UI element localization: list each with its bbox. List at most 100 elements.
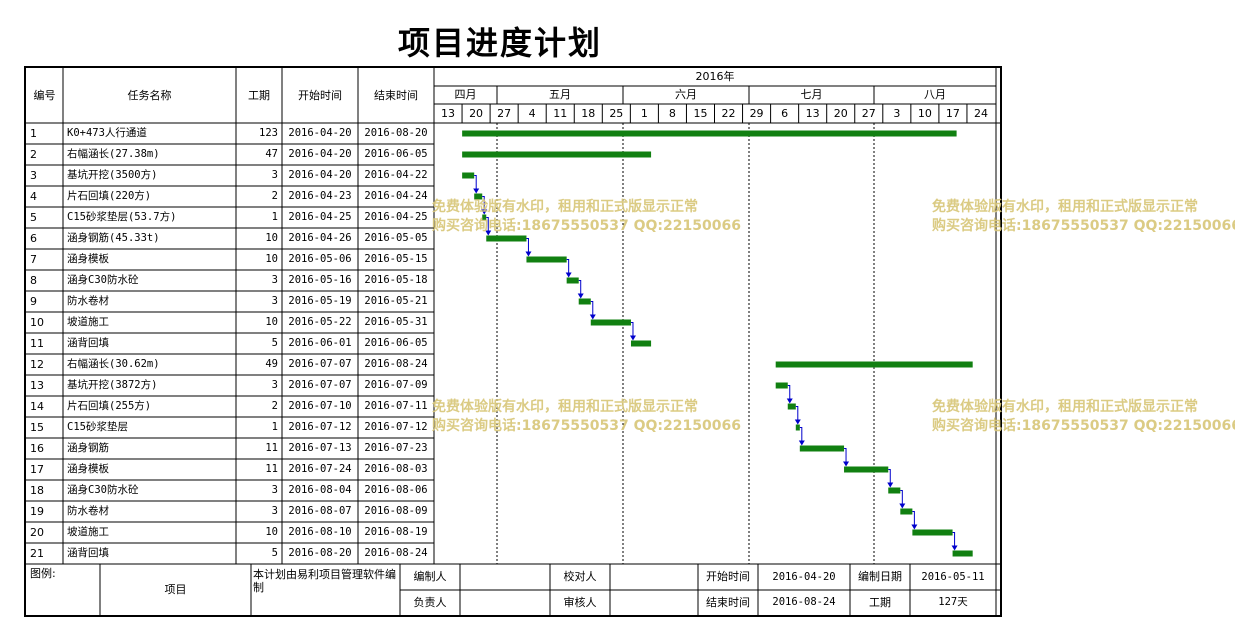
task-name: K0+473人行通道 xyxy=(67,127,147,139)
task-start: 2016-08-07 xyxy=(288,505,352,517)
gantt-bar xyxy=(482,214,487,221)
task-name: 右幅涵长(27.38m) xyxy=(67,148,160,160)
project-label: 项目 xyxy=(164,583,187,596)
year-label: 2016年 xyxy=(695,70,735,83)
footer-start-value: 2016-04-20 xyxy=(772,571,836,583)
gantt-bar xyxy=(526,256,567,263)
dependency-arrow xyxy=(577,293,584,299)
week-label: 17 xyxy=(945,107,960,120)
week-label: 27 xyxy=(497,107,512,120)
task-end: 2016-08-24 xyxy=(364,547,428,559)
task-end: 2016-08-19 xyxy=(364,526,428,538)
week-label: 8 xyxy=(668,107,676,120)
task-start: 2016-07-24 xyxy=(288,463,352,475)
task-start: 2016-04-26 xyxy=(288,232,352,244)
dependency-arrow xyxy=(565,272,572,278)
task-days: 11 xyxy=(265,463,278,475)
task-name: 涵身C30防水砼 xyxy=(67,484,139,496)
task-end: 2016-08-09 xyxy=(364,505,428,517)
task-end: 2016-05-21 xyxy=(364,295,428,307)
task-name: 坡道施工 xyxy=(67,526,109,538)
page-title: 项目进度计划 xyxy=(397,24,602,62)
task-start: 2016-05-22 xyxy=(288,316,352,328)
gantt-bar xyxy=(486,235,527,242)
task-days: 3 xyxy=(271,379,278,391)
week-label: 3 xyxy=(893,107,901,120)
header-col-end: 结束时间 xyxy=(374,89,418,102)
dependency-link xyxy=(787,385,791,403)
task-days: 10 xyxy=(265,232,278,244)
footer-end-label: 结束时间 xyxy=(706,596,750,609)
task-name: 涵身模板 xyxy=(67,463,109,475)
task-name: 涵背回填 xyxy=(67,547,109,559)
week-label: 15 xyxy=(693,107,708,120)
task-name: 涵背回填 xyxy=(67,337,109,349)
task-days: 2 xyxy=(271,400,278,412)
month-label: 八月 xyxy=(924,88,946,101)
gantt-bar xyxy=(844,466,889,473)
task-start: 2016-08-10 xyxy=(288,526,352,538)
dependency-arrow xyxy=(911,524,918,530)
task-start: 2016-07-07 xyxy=(288,379,352,391)
dependency-arrow xyxy=(525,251,532,257)
prepared-by-label: 编制人 xyxy=(413,570,447,583)
dependency-link xyxy=(900,490,903,508)
dependency-link xyxy=(630,322,634,340)
task-end: 2016-05-05 xyxy=(364,232,428,244)
task-start: 2016-04-25 xyxy=(288,211,352,223)
task-end: 2016-08-03 xyxy=(364,463,428,475)
task-end: 2016-04-25 xyxy=(364,211,428,223)
dependency-link xyxy=(844,448,847,466)
task-no: 20 xyxy=(30,526,44,539)
week-label: 24 xyxy=(973,107,988,120)
task-end: 2016-06-05 xyxy=(364,337,428,349)
task-name: 涵身模板 xyxy=(67,253,109,265)
task-name: C15砂浆垫层 xyxy=(67,421,128,433)
task-no: 9 xyxy=(30,295,37,308)
week-label: 1 xyxy=(640,107,648,120)
task-start: 2016-06-01 xyxy=(288,337,352,349)
dependency-arrow xyxy=(899,503,906,509)
duration-value: 127天 xyxy=(938,596,968,608)
week-label: 6 xyxy=(781,107,789,120)
task-days: 3 xyxy=(271,295,278,307)
gantt-grid xyxy=(26,68,1000,615)
task-no: 17 xyxy=(30,463,44,476)
task-start: 2016-05-06 xyxy=(288,253,352,265)
gantt-bar xyxy=(462,130,957,137)
task-days: 10 xyxy=(265,316,278,328)
task-name: C15砂浆垫层(53.7方) xyxy=(67,211,177,223)
prepared-by-value xyxy=(460,564,550,590)
gantt-bar xyxy=(578,298,591,305)
gantt-bar xyxy=(775,361,973,368)
gantt-bar xyxy=(590,319,631,326)
task-end: 2016-08-20 xyxy=(364,127,428,139)
task-days: 10 xyxy=(265,253,278,265)
task-end: 2016-04-22 xyxy=(364,169,428,181)
task-name: 涵身钢筋 xyxy=(67,442,109,454)
task-start: 2016-04-23 xyxy=(288,190,352,202)
task-start: 2016-07-10 xyxy=(288,400,352,412)
task-days: 1 xyxy=(271,211,278,223)
dependency-link xyxy=(912,511,915,529)
task-end: 2016-06-05 xyxy=(364,148,428,160)
reviewed-by-value xyxy=(610,590,698,615)
task-days: 49 xyxy=(265,358,278,370)
task-end: 2016-07-12 xyxy=(364,421,428,433)
task-no: 5 xyxy=(30,211,37,224)
footer-end-value: 2016-08-24 xyxy=(772,596,836,608)
task-days: 10 xyxy=(265,526,278,538)
dependency-link xyxy=(888,469,891,487)
week-label: 13 xyxy=(805,107,820,120)
task-end: 2016-08-06 xyxy=(364,484,428,496)
duration-label: 工期 xyxy=(869,596,891,609)
task-end: 2016-07-23 xyxy=(364,442,428,454)
gantt-bar xyxy=(787,403,796,410)
task-no: 14 xyxy=(30,400,44,413)
task-no: 8 xyxy=(30,274,37,287)
task-no: 12 xyxy=(30,358,44,371)
dependency-link xyxy=(795,406,799,424)
task-days: 11 xyxy=(265,442,278,454)
gantt-bar xyxy=(775,382,788,389)
task-end: 2016-05-18 xyxy=(364,274,428,286)
